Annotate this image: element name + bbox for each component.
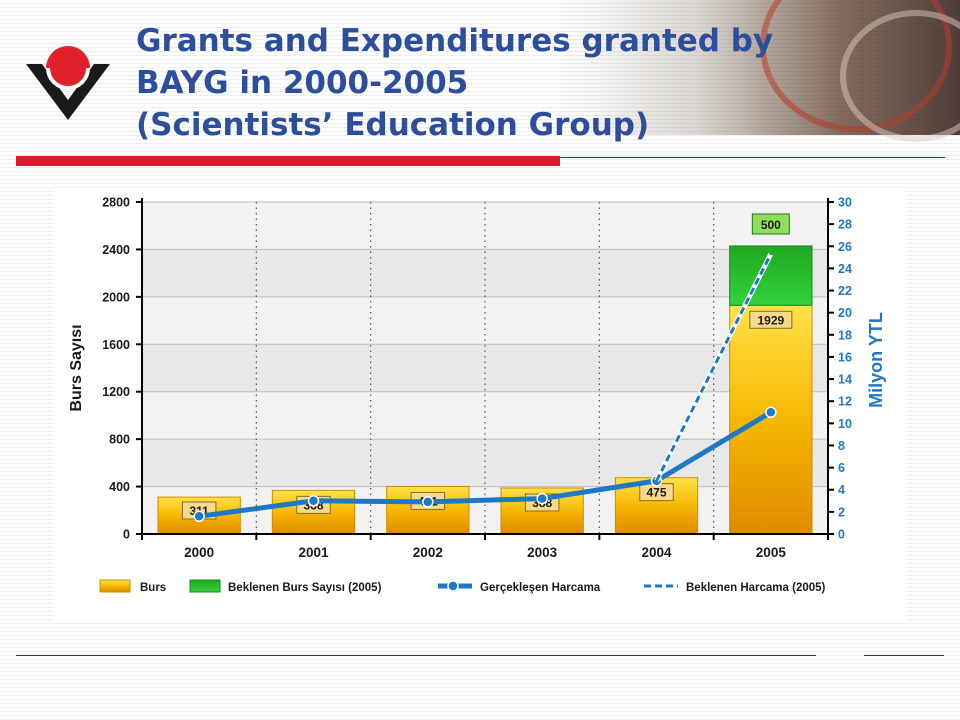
legend-label-actual: Gerçekleşen Harcama bbox=[480, 582, 601, 594]
y-left-tick-label: 400 bbox=[109, 480, 130, 494]
expected-value-label-2005: 500 bbox=[761, 218, 781, 232]
y-right-tick-label: 2 bbox=[838, 505, 845, 519]
y-right-tick-label: 4 bbox=[838, 483, 845, 497]
footer-rule-left bbox=[16, 655, 816, 656]
y-right-tick-label: 10 bbox=[838, 417, 852, 431]
title-underline-red bbox=[16, 156, 560, 166]
y-right-tick-label: 16 bbox=[838, 350, 852, 364]
y-right-tick-label: 20 bbox=[838, 306, 852, 320]
bar-line-chart: 3113684013884751929500 04008001200160020… bbox=[68, 196, 886, 595]
point-actual-2000 bbox=[193, 510, 205, 523]
x-tick-label-2001: 2001 bbox=[298, 545, 329, 560]
y-right-axis-label: Milyon YTL bbox=[866, 312, 886, 408]
bar-burs-2005 bbox=[729, 304, 813, 535]
y-right-tick-label: 18 bbox=[838, 328, 852, 342]
line-actual-expenditure bbox=[198, 410, 773, 519]
header-decorative-image bbox=[560, 0, 960, 142]
y-right-tick-label: 0 bbox=[838, 528, 845, 542]
line-expected-expenditure bbox=[655, 253, 773, 482]
title-underline-thin bbox=[560, 157, 945, 158]
y-left-tick-label: 2400 bbox=[102, 243, 130, 257]
y-right-tick-label: 6 bbox=[838, 461, 845, 475]
y-left-tick-label: 2000 bbox=[102, 290, 130, 304]
point-actual-2005 bbox=[765, 406, 777, 419]
title-line-1: Grants and Expenditures granted by bbox=[136, 23, 774, 59]
legend-label-burs: Burs bbox=[140, 582, 166, 594]
grid-band bbox=[142, 439, 828, 487]
y-left-tick-label: 1600 bbox=[102, 338, 130, 352]
tubitak-logo bbox=[26, 46, 110, 120]
x-tick-label-2002: 2002 bbox=[413, 545, 443, 560]
y-right-tick-label: 30 bbox=[838, 196, 852, 210]
point-actual-2003 bbox=[536, 492, 548, 505]
title-line-2: BAYG in 2000-2005 bbox=[136, 65, 469, 101]
y-left-tick-label: 1200 bbox=[102, 385, 130, 399]
y-left-axis-label: Burs Sayısı bbox=[68, 324, 85, 411]
y-right-tick-label: 22 bbox=[838, 284, 852, 298]
legend-swatch-expected-burs bbox=[189, 579, 221, 593]
y-right-tick-label: 14 bbox=[838, 373, 852, 387]
footer-rule-right bbox=[864, 655, 944, 656]
y-right-tick-label: 8 bbox=[838, 439, 845, 453]
legend-swatch-burs bbox=[99, 579, 131, 593]
legend-swatch-actual-dot bbox=[447, 580, 459, 592]
bar-value-label-2004: 475 bbox=[646, 486, 666, 500]
bar-value-label-2005: 1929 bbox=[757, 313, 784, 327]
grid-band bbox=[142, 391, 828, 440]
legend-label-expected-burs: Beklenen Burs Sayısı (2005) bbox=[228, 582, 382, 594]
y-right-tick-label: 28 bbox=[838, 218, 852, 232]
point-actual-2001 bbox=[307, 495, 320, 507]
title-line-3: (Scientists’ Education Group) bbox=[136, 107, 650, 143]
legend-label-expected: Beklenen Harcama (2005) bbox=[686, 582, 826, 594]
y-left-tick-label: 800 bbox=[109, 433, 130, 447]
y-right-tick-label: 26 bbox=[838, 240, 852, 254]
bar-label-box bbox=[749, 310, 793, 329]
x-tick-label-2005: 2005 bbox=[756, 545, 787, 560]
page-title: Grants and Expenditures granted by BAYG … bbox=[136, 20, 896, 146]
grid-band bbox=[142, 296, 828, 345]
grid-band bbox=[142, 202, 828, 250]
x-tick-label-2003: 2003 bbox=[527, 545, 558, 560]
grid-band bbox=[142, 249, 828, 297]
y-left-tick-label: 0 bbox=[123, 528, 130, 542]
x-tick-label-2004: 2004 bbox=[641, 545, 672, 560]
expected-label-box bbox=[751, 213, 790, 235]
y-right-tick-label: 12 bbox=[838, 395, 852, 409]
y-right-tick-label: 24 bbox=[838, 262, 852, 276]
x-tick-label-2000: 2000 bbox=[184, 545, 214, 560]
point-actual-2002 bbox=[422, 496, 434, 508]
chart-panel: 3113684013884751929500 04008001200160020… bbox=[54, 190, 906, 622]
y-left-tick-label: 2800 bbox=[102, 196, 130, 210]
